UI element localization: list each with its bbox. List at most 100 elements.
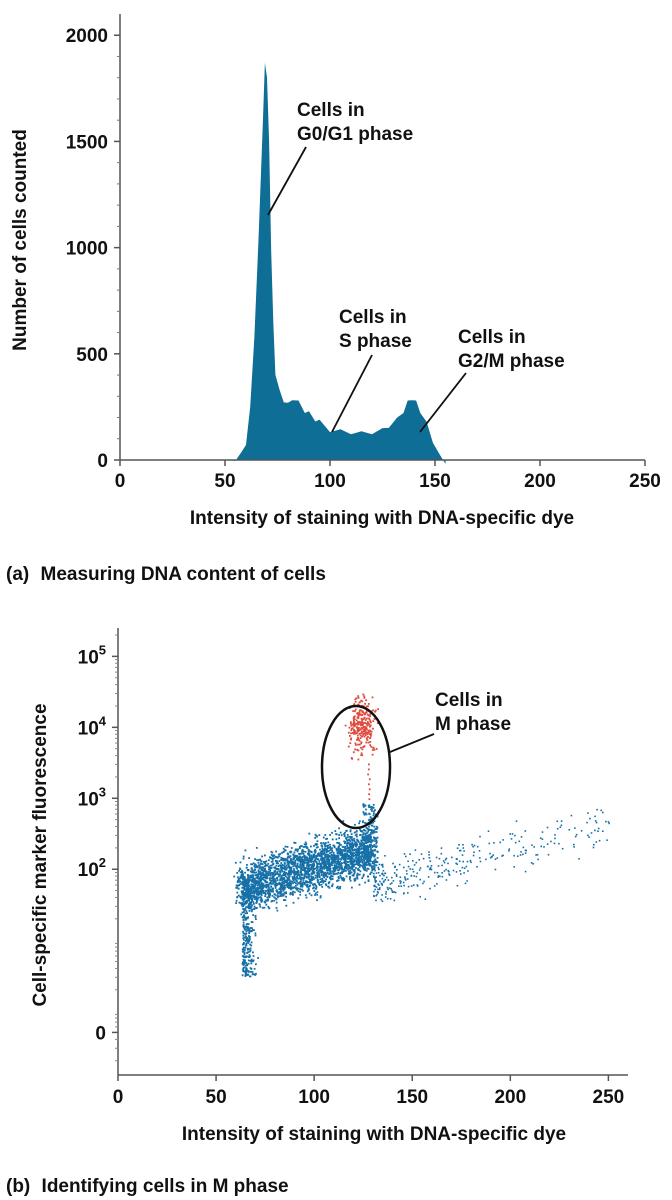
b-point	[249, 895, 252, 897]
b-point	[292, 882, 295, 884]
b-point	[372, 829, 375, 832]
b-point	[594, 829, 596, 832]
a-x-tick-label: 250	[629, 471, 661, 492]
b-point	[264, 865, 267, 867]
b-point	[456, 847, 459, 849]
b-point-m-phase	[352, 751, 355, 754]
b-point	[288, 861, 291, 864]
b-point	[247, 874, 250, 877]
b-point	[469, 859, 472, 862]
b-point	[291, 870, 294, 873]
b-point	[356, 872, 359, 875]
b-point	[294, 849, 297, 852]
b-point	[320, 865, 323, 868]
b-point	[317, 875, 319, 878]
b-point	[362, 856, 365, 858]
b-point	[279, 878, 282, 881]
b-point	[296, 862, 299, 865]
b-point	[340, 850, 343, 852]
b-point	[595, 821, 598, 824]
b-point	[247, 886, 249, 889]
b-point	[235, 899, 238, 902]
b-point	[371, 824, 374, 827]
b-point	[369, 846, 372, 849]
b-point	[407, 878, 409, 880]
b-point	[278, 860, 281, 862]
b-point	[339, 872, 342, 875]
b-point	[242, 968, 245, 970]
b-annotation-text: M phase	[435, 714, 511, 735]
b-point	[339, 874, 342, 877]
b-point	[310, 866, 313, 868]
b-point-m-phase	[368, 763, 370, 766]
b-point	[270, 860, 273, 863]
b-point	[249, 891, 252, 893]
b-point	[351, 863, 353, 866]
b-point-m-phase	[357, 696, 360, 699]
b-point	[333, 845, 336, 848]
b-point	[320, 871, 323, 874]
b-point-m-phase	[354, 700, 357, 703]
b-point	[374, 869, 376, 872]
b-point	[606, 839, 608, 841]
b-point	[314, 894, 316, 896]
b-point	[329, 875, 332, 878]
b-point	[252, 960, 254, 963]
b-point	[322, 881, 325, 883]
b-point	[367, 830, 369, 833]
b-point	[546, 826, 549, 829]
b-point-m-phase	[359, 734, 362, 737]
b-point	[372, 852, 375, 855]
b-point	[241, 955, 244, 957]
b-point	[283, 857, 286, 860]
b-point	[367, 858, 369, 860]
b-point	[331, 850, 334, 853]
b-point	[280, 867, 282, 870]
b-point	[280, 865, 283, 867]
b-point	[443, 870, 446, 872]
b-point	[524, 830, 527, 832]
b-point	[277, 862, 279, 865]
b-point	[255, 907, 257, 909]
b-point	[246, 889, 249, 891]
b-point	[365, 808, 367, 811]
b-point	[282, 889, 285, 892]
b-point-m-phase	[371, 696, 374, 699]
b-point	[257, 862, 260, 864]
b-point	[336, 866, 339, 869]
b-point-m-phase	[350, 721, 352, 724]
b-point	[258, 879, 261, 882]
b-point	[247, 938, 249, 941]
b-point	[356, 852, 359, 854]
b-point	[575, 833, 578, 836]
b-point	[593, 843, 595, 846]
b-point	[272, 873, 274, 875]
b-point	[353, 849, 355, 852]
b-point	[259, 896, 262, 898]
b-point	[361, 853, 364, 856]
b-point	[447, 869, 449, 872]
b-point	[323, 863, 326, 866]
b-point	[316, 864, 318, 867]
b-point	[323, 850, 326, 852]
b-point-m-phase	[353, 715, 355, 718]
b-point	[268, 866, 271, 869]
b-point	[298, 859, 301, 861]
b-point	[328, 855, 331, 858]
b-point	[314, 867, 317, 870]
b-point	[326, 846, 329, 848]
b-point	[393, 872, 396, 874]
b-point	[253, 929, 255, 931]
b-point	[346, 847, 349, 849]
b-point	[263, 906, 266, 909]
b-point	[326, 856, 329, 858]
b-point	[265, 903, 268, 906]
b-point-m-phase	[352, 722, 355, 724]
b-point-m-phase	[360, 721, 363, 723]
b-point	[242, 937, 245, 940]
b-point	[368, 853, 371, 855]
b-point	[374, 861, 376, 863]
b-point	[390, 888, 392, 890]
b-point	[302, 846, 305, 848]
